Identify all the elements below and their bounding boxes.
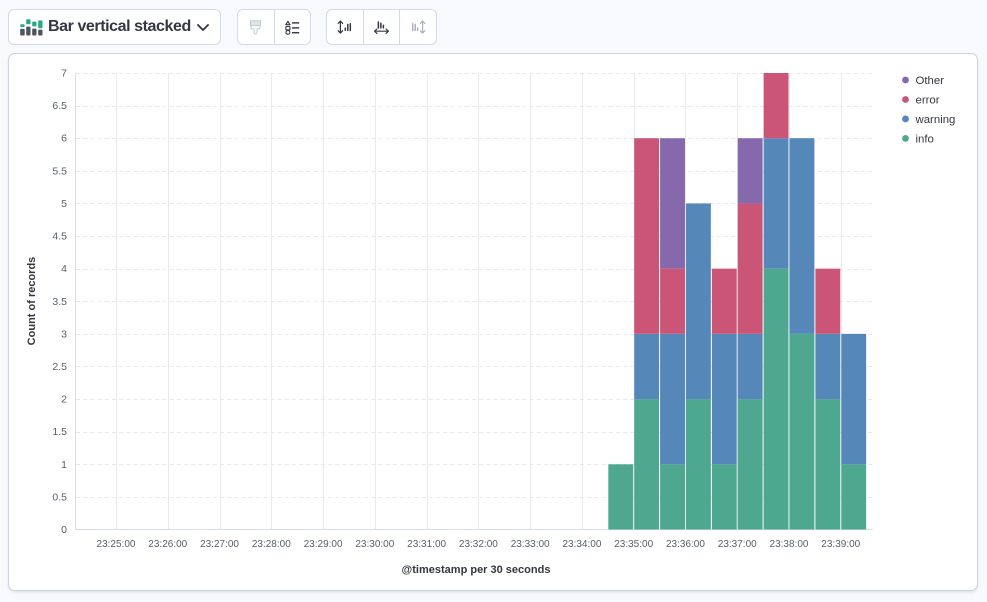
- svg-text:23:34:00: 23:34:00: [562, 539, 601, 550]
- svg-text:23:36:00: 23:36:00: [666, 539, 705, 550]
- svg-text:1.5: 1.5: [52, 426, 67, 438]
- svg-text:3.5: 3.5: [52, 296, 67, 308]
- svg-text:23:37:00: 23:37:00: [718, 539, 757, 550]
- svg-text:23:28:00: 23:28:00: [252, 539, 291, 550]
- svg-text:23:27:00: 23:27:00: [200, 539, 239, 550]
- svg-text:23:31:00: 23:31:00: [407, 539, 446, 550]
- svg-text:5.5: 5.5: [52, 165, 67, 177]
- svg-text:0.5: 0.5: [52, 491, 67, 503]
- svg-text:23:32:00: 23:32:00: [459, 539, 498, 550]
- svg-text:23:38:00: 23:38:00: [770, 539, 809, 550]
- svg-text:23:30:00: 23:30:00: [355, 539, 394, 550]
- svg-text:@timestamp per 30 seconds: @timestamp per 30 seconds: [402, 564, 551, 576]
- svg-text:6: 6: [61, 133, 67, 145]
- svg-text:error: error: [916, 95, 940, 107]
- svg-text:4.5: 4.5: [52, 231, 67, 243]
- svg-text:info: info: [916, 134, 934, 146]
- svg-text:7: 7: [61, 68, 67, 80]
- svg-text:2: 2: [61, 394, 67, 406]
- svg-text:6.5: 6.5: [52, 100, 67, 112]
- svg-text:0: 0: [61, 524, 67, 536]
- svg-text:warning: warning: [915, 114, 956, 126]
- svg-text:23:26:00: 23:26:00: [148, 539, 187, 550]
- svg-text:Count of records: Count of records: [26, 257, 38, 346]
- svg-text:Other: Other: [916, 75, 945, 87]
- svg-text:23:33:00: 23:33:00: [511, 539, 550, 550]
- svg-text:23:25:00: 23:25:00: [97, 539, 136, 550]
- svg-text:4: 4: [61, 263, 67, 275]
- svg-text:5: 5: [61, 198, 67, 210]
- svg-text:3: 3: [61, 328, 67, 340]
- svg-text:1: 1: [61, 459, 67, 471]
- svg-text:23:39:00: 23:39:00: [821, 539, 860, 550]
- svg-text:23:29:00: 23:29:00: [304, 539, 343, 550]
- svg-text:23:35:00: 23:35:00: [614, 539, 653, 550]
- svg-text:2.5: 2.5: [52, 361, 67, 373]
